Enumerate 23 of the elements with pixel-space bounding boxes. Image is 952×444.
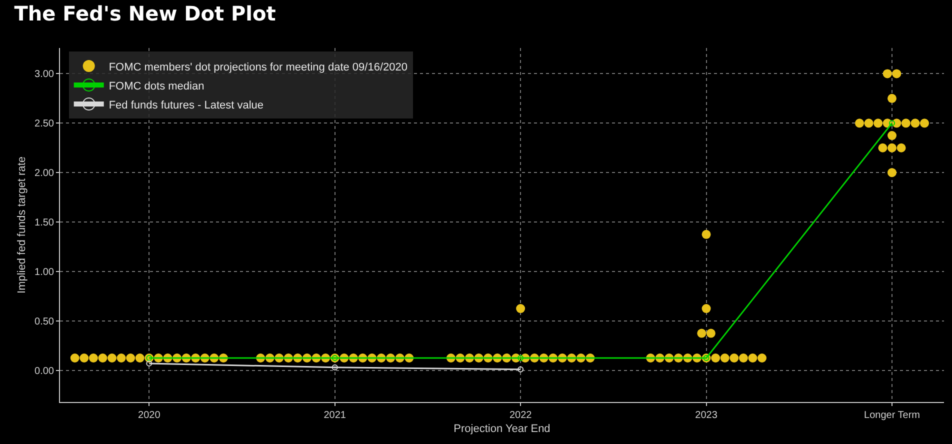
y-tick-label: 2.50 bbox=[34, 118, 54, 130]
x-tick-label: 2022 bbox=[509, 410, 532, 421]
y-tick-label: 2.00 bbox=[34, 168, 54, 180]
point bbox=[146, 360, 152, 366]
y-tick-label: 1.00 bbox=[34, 266, 54, 278]
point bbox=[332, 364, 338, 370]
point bbox=[889, 120, 895, 126]
y-tick-label: 0.00 bbox=[34, 366, 54, 377]
chart-title: The Fed's New Dot Plot bbox=[14, 2, 276, 26]
x-axis-title: Projection Year End bbox=[454, 423, 550, 436]
legend-label: Fed funds futures - Latest value bbox=[108, 99, 264, 112]
x-tick-label: Longer Term bbox=[864, 410, 920, 421]
y-tick-label: 0.50 bbox=[34, 316, 54, 328]
x-tick-label: 2023 bbox=[695, 410, 718, 421]
y-axis-title: Implied fed funds target rate bbox=[16, 156, 28, 294]
legend-label: FOMC members' dot projections for meeting date 09/16/2020 bbox=[108, 61, 408, 74]
y-tick-label: 3.00 bbox=[34, 69, 54, 80]
y-tick-label: 1.50 bbox=[34, 218, 54, 229]
x-tick-label: 2021 bbox=[324, 410, 346, 421]
legend-label: FOMC dots median bbox=[108, 80, 204, 92]
x-tick-label: 2020 bbox=[138, 410, 161, 421]
point bbox=[518, 366, 524, 372]
point bbox=[518, 355, 524, 361]
